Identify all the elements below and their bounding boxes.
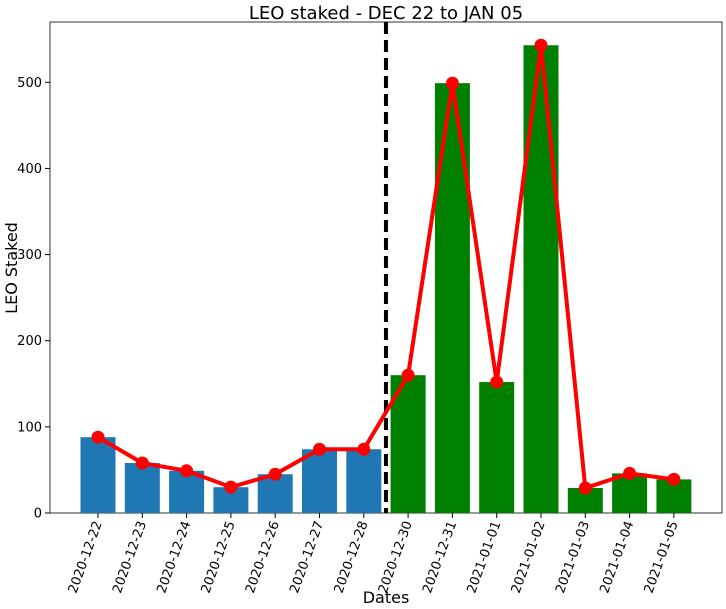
y-axis: 0 100 200 300 400 500 [17, 76, 50, 522]
trend-point-2020-12-28 [357, 442, 371, 456]
x-tick-label: 2021-01-05 [642, 519, 682, 595]
x-tick-label: 2020-12-24 [154, 519, 194, 595]
bar-2021-01-01 [479, 382, 515, 513]
y-tick-label: 300 [17, 248, 42, 263]
bar-2020-12-27 [302, 449, 337, 513]
y-tick-label: 500 [17, 76, 42, 91]
trend-point-2020-12-22 [91, 430, 105, 444]
x-tick-label: 2020-12-26 [243, 519, 283, 595]
y-tick-label: 200 [17, 334, 42, 349]
x-tick-label: 2020-12-31 [420, 519, 460, 595]
y-tick-label: 0 [34, 507, 42, 522]
trend-line [96, 44, 675, 491]
trend-point-2021-01-04 [623, 466, 637, 480]
x-tick-label: 2020-12-30 [376, 519, 416, 595]
y-tick-label: 100 [17, 420, 42, 435]
trend-point-2021-01-02 [534, 38, 548, 52]
trend-point-2020-12-25 [224, 480, 238, 494]
trend-point-2020-12-31 [445, 76, 459, 90]
trend-markers [91, 38, 681, 495]
trend-point-2020-12-23 [135, 456, 149, 470]
x-tick-label: 2021-01-04 [597, 519, 637, 595]
bar-2020-12-31 [434, 83, 470, 513]
bar-2020-12-22 [80, 437, 116, 513]
trend-point-2020-12-30 [401, 368, 415, 382]
trend-point-2020-12-26 [268, 467, 282, 481]
bar-2020-12-28 [346, 449, 382, 513]
x-tick-label: 2020-12-23 [110, 519, 150, 595]
trend-point-2021-01-01 [490, 375, 504, 389]
x-axis: 2020-12-22 2020-12-23 2020-12-24 2020-12-25… [66, 513, 682, 595]
x-tick-label: 2020-12-28 [332, 519, 372, 595]
y-axis-label: LEO Staked [2, 222, 21, 314]
x-tick-label: 2021-01-01 [465, 519, 505, 595]
trend-point-2021-01-03 [578, 481, 592, 495]
x-tick-label: 2021-01-03 [553, 519, 593, 595]
chart-title: LEO staked - DEC 22 to JAN 05 [249, 3, 523, 24]
trend-point-2021-01-05 [667, 472, 681, 486]
x-tick-label: 2021-01-02 [509, 519, 549, 595]
bar-2021-01-02 [523, 45, 559, 513]
bar-2020-12-23 [124, 463, 160, 513]
x-axis-label: Dates [363, 588, 410, 607]
bar-2020-12-24 [169, 470, 205, 513]
x-tick-label: 2020-12-22 [66, 519, 106, 595]
y-tick-label: 400 [17, 162, 42, 177]
bar-2021-01-04 [612, 473, 648, 513]
trend-point-2020-12-27 [313, 442, 326, 456]
x-tick-label: 2020-12-25 [199, 519, 239, 595]
x-tick-label: 2020-12-27 [287, 519, 327, 595]
trend-point-2020-12-24 [180, 464, 194, 478]
